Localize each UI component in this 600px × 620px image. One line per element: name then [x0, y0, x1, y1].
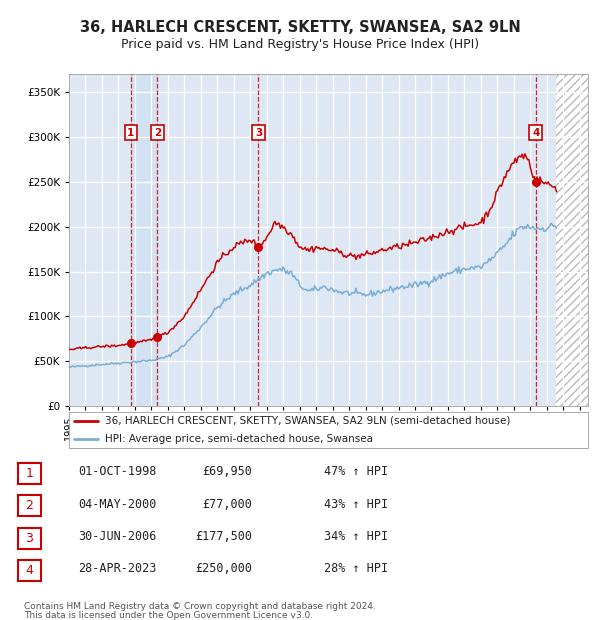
Text: 28-APR-2023: 28-APR-2023 [78, 562, 157, 575]
Text: 2: 2 [25, 500, 34, 512]
Text: 4: 4 [25, 564, 34, 577]
Text: 3: 3 [25, 532, 34, 544]
Text: 36, HARLECH CRESCENT, SKETTY, SWANSEA, SA2 9LN (semi-detached house): 36, HARLECH CRESCENT, SKETTY, SWANSEA, S… [106, 415, 511, 426]
Text: 1: 1 [25, 467, 34, 480]
Text: £69,950: £69,950 [202, 466, 252, 478]
Bar [131, 74, 157, 406]
Text: 1: 1 [127, 128, 134, 138]
Text: 30-JUN-2006: 30-JUN-2006 [78, 530, 157, 542]
Text: Contains HM Land Registry data © Crown copyright and database right 2024.: Contains HM Land Registry data © Crown c… [24, 602, 376, 611]
Text: HPI: Average price, semi-detached house, Swansea: HPI: Average price, semi-detached house,… [106, 433, 373, 444]
Bar [556, 74, 588, 406]
Text: 3: 3 [255, 128, 262, 138]
Text: 04-MAY-2000: 04-MAY-2000 [78, 498, 157, 510]
Text: £177,500: £177,500 [195, 530, 252, 542]
Text: 47% ↑ HPI: 47% ↑ HPI [324, 466, 388, 478]
Text: 36, HARLECH CRESCENT, SKETTY, SWANSEA, SA2 9LN: 36, HARLECH CRESCENT, SKETTY, SWANSEA, S… [80, 20, 520, 35]
Text: 43% ↑ HPI: 43% ↑ HPI [324, 498, 388, 510]
Text: 01-OCT-1998: 01-OCT-1998 [78, 466, 157, 478]
Text: £250,000: £250,000 [195, 562, 252, 575]
Text: 28% ↑ HPI: 28% ↑ HPI [324, 562, 388, 575]
Text: 4: 4 [532, 128, 539, 138]
Text: 2: 2 [154, 128, 161, 138]
Text: This data is licensed under the Open Government Licence v3.0.: This data is licensed under the Open Gov… [24, 611, 313, 619]
Text: 34% ↑ HPI: 34% ↑ HPI [324, 530, 388, 542]
Text: Price paid vs. HM Land Registry's House Price Index (HPI): Price paid vs. HM Land Registry's House … [121, 38, 479, 51]
Text: £77,000: £77,000 [202, 498, 252, 510]
